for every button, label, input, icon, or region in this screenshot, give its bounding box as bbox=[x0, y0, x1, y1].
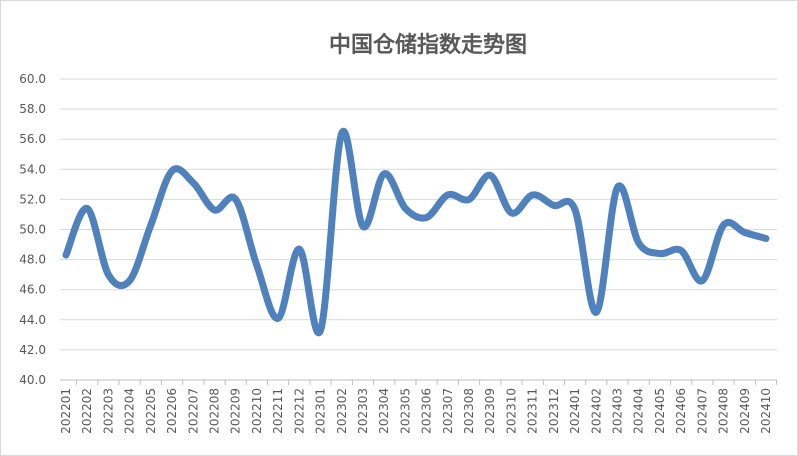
x-tick-label: 202205 bbox=[144, 388, 158, 434]
x-tick-label: 202211 bbox=[271, 388, 285, 434]
x-tick-label: 202203 bbox=[101, 388, 115, 434]
x-tick-label: 202210 bbox=[250, 388, 264, 434]
x-tick-label: 202304 bbox=[377, 388, 391, 434]
x-tick-label: 202405 bbox=[653, 388, 667, 434]
x-tick-label: 202407 bbox=[695, 388, 709, 434]
x-tick-label: 202403 bbox=[611, 388, 625, 434]
y-tick-label: 60.0 bbox=[19, 72, 46, 86]
x-tick-label: 202202 bbox=[80, 388, 94, 434]
x-tick-label: 202308 bbox=[462, 388, 476, 434]
x-tick-label: 202408 bbox=[717, 388, 731, 434]
x-tick-label: 202206 bbox=[165, 388, 179, 434]
x-tick-label: 202406 bbox=[674, 388, 688, 434]
x-tick-label: 202310 bbox=[504, 388, 518, 434]
y-tick-label: 46.0 bbox=[19, 283, 46, 297]
series-line bbox=[62, 127, 770, 337]
x-tick-label: 202301 bbox=[314, 388, 328, 434]
y-tick-label: 40.0 bbox=[19, 373, 46, 387]
x-tick-label: 202303 bbox=[356, 388, 370, 434]
y-tick-label: 50.0 bbox=[19, 223, 46, 237]
x-tick-label: 202201 bbox=[59, 388, 73, 434]
x-tick-label: 202209 bbox=[229, 388, 243, 434]
x-tick-label: 202208 bbox=[207, 388, 221, 434]
y-tick-label: 42.0 bbox=[19, 343, 46, 357]
x-tick-label: 202306 bbox=[420, 388, 434, 434]
x-tick-label: 202402 bbox=[589, 388, 603, 434]
y-tick-label: 54.0 bbox=[19, 162, 46, 176]
x-tick-label: 202302 bbox=[335, 388, 349, 434]
x-tick-label: 202409 bbox=[738, 388, 752, 434]
x-tick-label: 202309 bbox=[483, 388, 497, 434]
x-tick-label: 202410 bbox=[759, 388, 773, 434]
x-tick-label: 202207 bbox=[186, 388, 200, 434]
x-tick-label: 202311 bbox=[526, 388, 540, 434]
y-tick-label: 58.0 bbox=[19, 102, 46, 116]
y-tick-label: 48.0 bbox=[19, 253, 46, 267]
x-tick-label: 202404 bbox=[632, 388, 646, 434]
y-tick-label: 52.0 bbox=[19, 192, 46, 206]
x-tick-label: 202401 bbox=[568, 388, 582, 434]
x-tick-label: 202307 bbox=[441, 388, 455, 434]
y-tick-label: 44.0 bbox=[19, 313, 46, 327]
x-tick-label: 202212 bbox=[292, 388, 306, 434]
x-tick-label: 202204 bbox=[123, 388, 137, 434]
x-tick-label: 202312 bbox=[547, 388, 561, 434]
y-tick-label: 56.0 bbox=[19, 132, 46, 146]
x-tick-label: 202305 bbox=[398, 388, 412, 434]
chart-title: 中国仓储指数走势图 bbox=[329, 32, 527, 58]
